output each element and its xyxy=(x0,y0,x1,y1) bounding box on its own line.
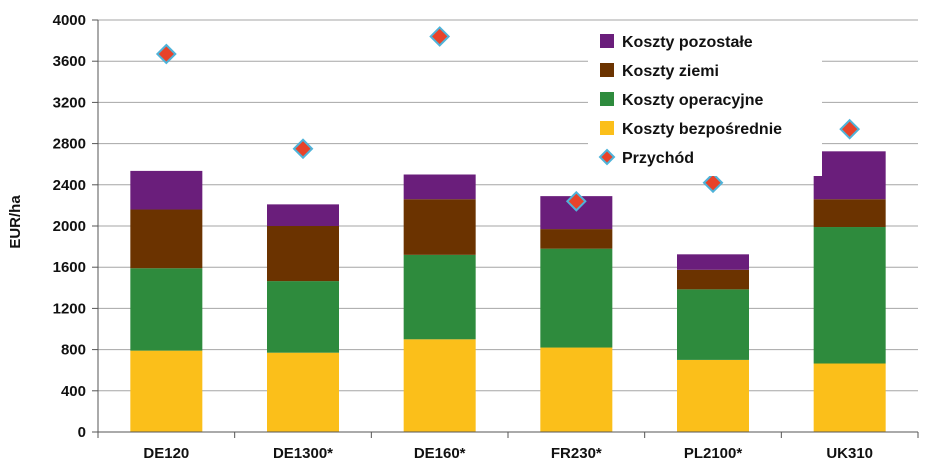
y-axis-label: EUR/ha xyxy=(7,195,24,249)
bar-segment xyxy=(540,229,613,249)
y-tick-label: 400 xyxy=(61,383,86,400)
revenue-marker xyxy=(839,118,861,140)
y-tick-labels: 0 400 800 1200 1600 2000 2400 2800 3200 3600 4000 xyxy=(53,12,86,441)
y-tick-label: 3600 xyxy=(53,53,86,70)
revenue-marker xyxy=(292,138,314,160)
y-tick-label: 3200 xyxy=(53,94,86,111)
x-tick-label: DE120 xyxy=(143,445,189,462)
revenue-marker xyxy=(429,26,451,47)
legend-label: Koszty pozostałe xyxy=(622,34,753,51)
legend-swatch xyxy=(600,92,614,106)
y-tick-label: 2000 xyxy=(53,218,86,235)
x-tick-label: FR230* xyxy=(551,445,602,462)
bar-segment xyxy=(813,363,886,432)
x-tick-label: DE160* xyxy=(414,445,466,462)
y-tick-label: 800 xyxy=(61,342,86,359)
bar-segment xyxy=(813,199,886,228)
bar-segment xyxy=(130,350,203,432)
x-tick-labels: DE120 DE1300* DE160* FR230* PL2100* UK310 xyxy=(143,445,873,462)
x-tick-label: DE1300* xyxy=(273,445,333,462)
bar-segment xyxy=(403,254,476,340)
bars xyxy=(130,151,886,432)
legend-label: Koszty ziemi xyxy=(622,63,719,80)
y-tick-label: 2400 xyxy=(53,177,86,194)
bar-segment xyxy=(813,227,886,364)
bar-segment xyxy=(677,269,749,290)
x-tick-label: UK310 xyxy=(826,445,873,462)
bar-segment xyxy=(813,151,886,200)
y-tick-label: 0 xyxy=(78,424,86,441)
legend: Koszty pozostałe Koszty ziemi Koszty opera… xyxy=(588,23,822,176)
x-tick-label: PL2100* xyxy=(684,445,743,462)
bar-segment xyxy=(540,347,613,432)
legend-swatch xyxy=(600,34,614,48)
bar-segment xyxy=(677,289,749,360)
bar-segment xyxy=(267,204,339,226)
bar-segment xyxy=(267,226,339,282)
revenue-markers xyxy=(155,26,861,212)
y-tick-label: 1200 xyxy=(53,300,86,317)
legend-swatch xyxy=(600,63,614,77)
bar-segment xyxy=(267,352,339,432)
y-tick-label: 4000 xyxy=(53,12,86,29)
legend-label: Przychód xyxy=(622,150,694,167)
y-tick-label: 1600 xyxy=(53,259,86,276)
bar-segment xyxy=(130,268,203,351)
revenue-marker xyxy=(155,43,177,65)
legend-label: Koszty operacyjne xyxy=(622,92,763,109)
bar-segment xyxy=(403,174,476,200)
legend-label: Koszty bezpośrednie xyxy=(622,121,782,138)
y-tick-label: 2800 xyxy=(53,136,86,153)
legend-swatch xyxy=(600,121,614,135)
bar-segment xyxy=(677,254,749,270)
bar-segment xyxy=(130,170,203,210)
bar-segment xyxy=(267,281,339,353)
revenue-marker xyxy=(702,172,724,194)
bar-segment xyxy=(403,199,476,255)
legend-swatch xyxy=(598,148,616,166)
bar-segment xyxy=(677,359,749,432)
revenue-marker xyxy=(565,190,587,212)
bar-segment xyxy=(403,339,476,432)
bar-segment xyxy=(130,209,203,269)
axes xyxy=(97,20,919,438)
legend-background xyxy=(588,23,822,176)
bar-segment xyxy=(540,248,613,348)
